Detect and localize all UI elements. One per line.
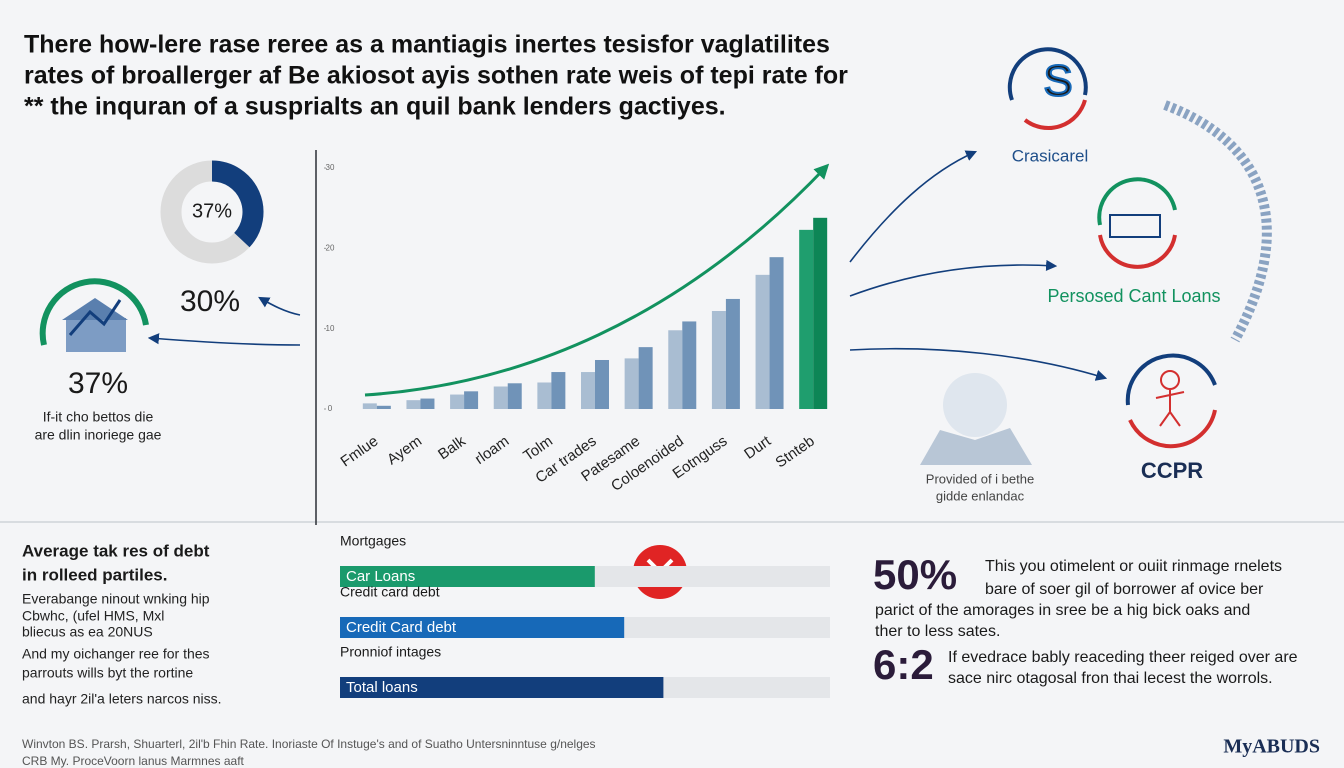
donut-arc bbox=[211, 160, 264, 248]
x-tick-label: Durt bbox=[741, 432, 775, 463]
section-heading: in rolleed partiles. bbox=[22, 565, 168, 584]
svg-text:S: S bbox=[1043, 57, 1072, 106]
gauge-icon bbox=[39, 278, 149, 352]
bar-label: Total loans bbox=[346, 679, 418, 696]
bar bbox=[537, 382, 552, 409]
y-tick-label: 30 bbox=[326, 163, 335, 172]
footer-line: Winvton BS. Prarsh, Shuarterl, 2il'b Fhi… bbox=[22, 737, 596, 751]
donut-label: 37% bbox=[192, 200, 232, 222]
bar bbox=[406, 400, 421, 409]
bar bbox=[769, 257, 784, 409]
bar bbox=[755, 274, 770, 409]
stat: 30% bbox=[180, 285, 240, 318]
hbar bbox=[340, 617, 625, 638]
bar bbox=[420, 398, 435, 409]
title-line: ** the inquran of a susprialts an quil b… bbox=[24, 93, 726, 121]
bar-heading: Credit card debt bbox=[340, 584, 440, 600]
item-label: Crasicarel bbox=[1012, 146, 1089, 165]
body-line: and hayr 2il'a leters narcos niss. bbox=[22, 691, 222, 707]
note: Provided of i bethe bbox=[926, 471, 1034, 486]
hbar bbox=[340, 566, 595, 587]
bar bbox=[813, 217, 828, 409]
bar bbox=[799, 229, 814, 409]
bar bbox=[493, 386, 508, 409]
note: gidde enlandac bbox=[936, 488, 1025, 503]
bar-heading: Mortgages bbox=[340, 533, 406, 549]
body-line: bliecus as ea 20NUS bbox=[22, 624, 153, 640]
bar bbox=[551, 372, 566, 409]
bar bbox=[376, 405, 391, 409]
spine-decor bbox=[1163, 100, 1272, 343]
bar bbox=[581, 372, 595, 409]
item-label: Persosed Cant Loans bbox=[1047, 286, 1220, 306]
stat-figure: 6:2 bbox=[873, 641, 934, 688]
hbar bbox=[340, 677, 664, 698]
trend-arrow bbox=[364, 163, 830, 397]
stat-line: parict of the amorages in sree be a hig … bbox=[875, 602, 1250, 619]
flow-arrows bbox=[147, 150, 1108, 381]
bar-label: Car Loans bbox=[346, 568, 415, 585]
x-tick-label: Ayem bbox=[384, 433, 425, 469]
frost-decor bbox=[920, 373, 1032, 465]
bar bbox=[682, 321, 697, 409]
section-heading: Average tak res of debt bbox=[22, 541, 210, 560]
bar bbox=[362, 403, 377, 409]
stat-line: This you otimelent or ouiit rinmage rnel… bbox=[985, 558, 1282, 575]
stat-line: bare of soer gil of borrower af ovice be… bbox=[985, 581, 1264, 598]
body-line: And my oichanger ree for thes bbox=[22, 646, 210, 662]
bar bbox=[638, 347, 653, 409]
x-tick-label: Fmlue bbox=[337, 433, 381, 471]
bar bbox=[507, 383, 522, 409]
x-tick-label: rloam bbox=[472, 433, 512, 468]
title-line: There how-lere rase reree as a mantiagis… bbox=[24, 31, 830, 59]
footer-line: CRB My. ProceVoorn lanus Marmnes aaft bbox=[22, 754, 245, 768]
caption: If-it cho bettos die bbox=[43, 409, 154, 425]
body-line: Cbwhc, (ufel HMS, Mxl bbox=[22, 608, 164, 624]
stat-figure: 50% bbox=[873, 551, 957, 598]
stat-line: ther to less sates. bbox=[875, 623, 1000, 640]
bar-heading: Pronniof intages bbox=[340, 644, 441, 660]
stat-line: If evedrace bably reaceding theer reiged… bbox=[948, 649, 1298, 666]
stat-line: sace nirc otagosal fron thai lecest the … bbox=[948, 670, 1273, 687]
body-line: parrouts wills byt the rortine bbox=[22, 665, 193, 681]
x-tick-label: Balk bbox=[435, 432, 469, 463]
y-tick-label: 20 bbox=[326, 243, 335, 252]
stat: 37% bbox=[68, 367, 128, 400]
y-tick-label: 0 bbox=[328, 404, 333, 413]
bar bbox=[450, 394, 465, 409]
caption: are dlin inoriege gae bbox=[35, 427, 162, 443]
bar-label: Credit Card debt bbox=[346, 619, 457, 636]
bar bbox=[624, 358, 639, 409]
title-line: rates of broallerger af Be akiosot ayis … bbox=[24, 62, 848, 90]
brand: MyABUDS bbox=[1223, 736, 1320, 758]
bar bbox=[711, 310, 726, 409]
right-icons: S bbox=[1007, 47, 1217, 449]
bar bbox=[668, 330, 683, 409]
item-label: CCPR bbox=[1141, 458, 1203, 483]
bar bbox=[725, 298, 740, 409]
y-tick-label: 10 bbox=[326, 324, 335, 333]
x-tick-label: Stnteb bbox=[772, 433, 817, 472]
bar bbox=[595, 359, 609, 409]
body-line: Everabange ninout wnking hip bbox=[22, 591, 210, 607]
bar bbox=[464, 391, 479, 409]
